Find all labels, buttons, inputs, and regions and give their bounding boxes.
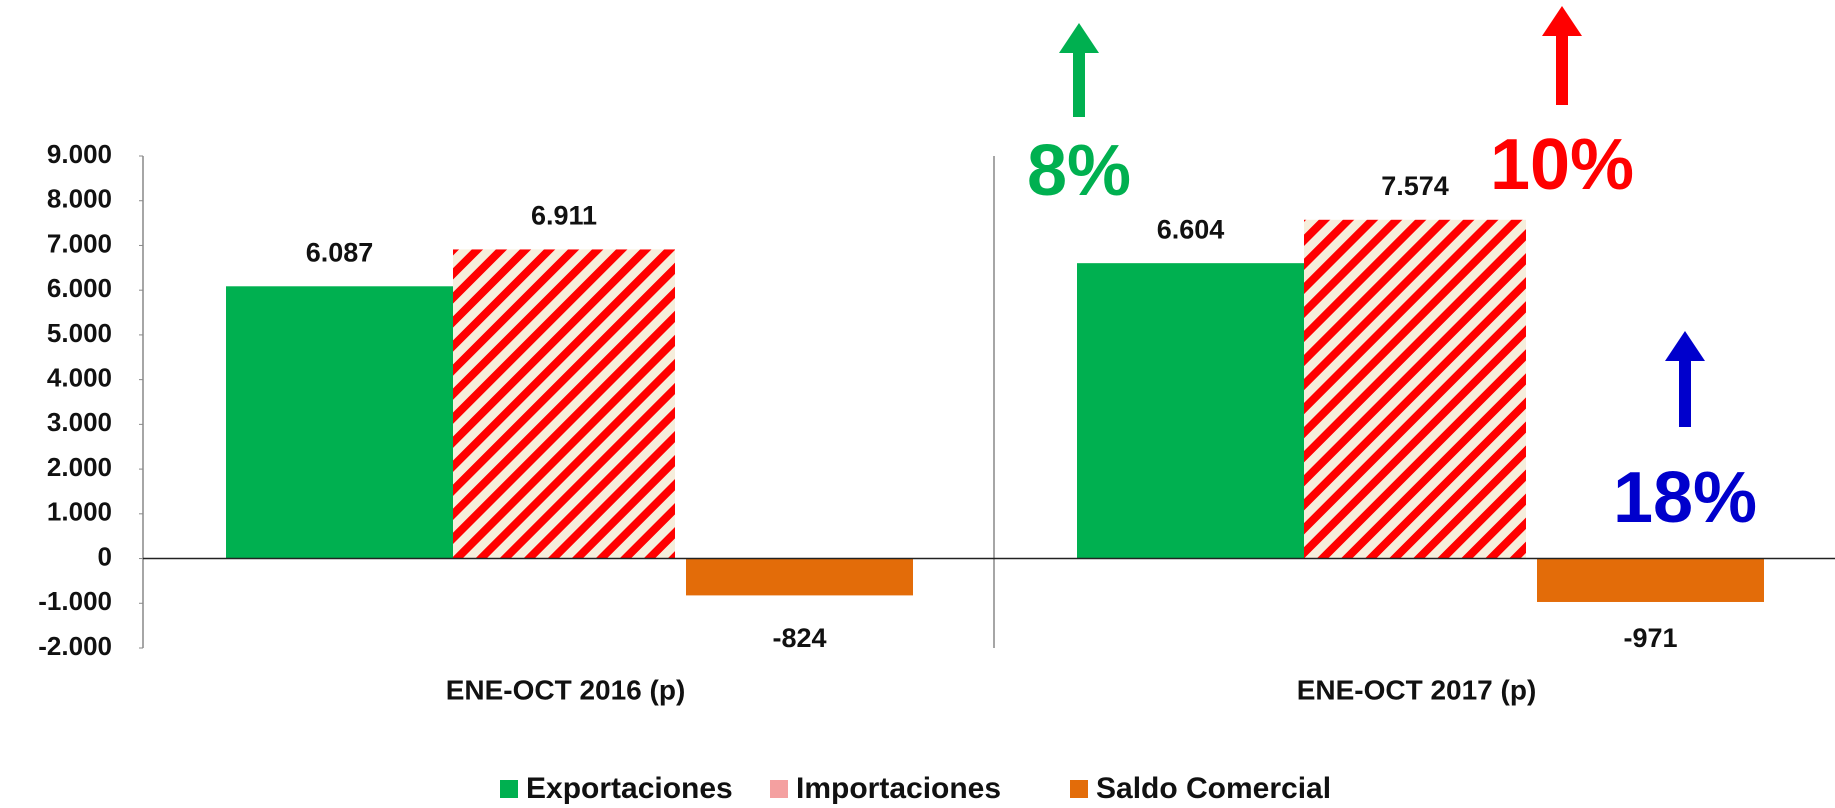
data-label: 6.911 <box>531 201 597 231</box>
legend-swatch <box>770 780 788 798</box>
legend-label: Saldo Comercial <box>1096 772 1331 805</box>
y-tick-label: 6.000 <box>47 273 112 303</box>
y-tick-label: 2.000 <box>47 452 112 482</box>
y-tick-label: 1.000 <box>47 497 112 527</box>
annotation: 18% <box>1613 458 1757 538</box>
data-label: -824 <box>772 623 826 653</box>
y-tick-label: 4.000 <box>47 363 112 393</box>
y-tick-label: -2.000 <box>38 631 112 661</box>
legend-label: Importaciones <box>796 772 1001 805</box>
bar <box>686 558 913 596</box>
y-tick-label: 8.000 <box>47 184 112 214</box>
bar <box>1537 558 1764 602</box>
data-label: 7.574 <box>1381 171 1449 201</box>
y-tick-label: 9.000 <box>47 139 112 169</box>
arrow-head <box>1059 23 1099 53</box>
arrow-shaft <box>1679 359 1691 427</box>
annotation: 10% <box>1490 125 1634 205</box>
data-label: 6.604 <box>1157 214 1225 244</box>
arrow-shaft <box>1073 51 1085 117</box>
annotation: 8% <box>1027 131 1131 211</box>
arrow-shaft <box>1556 34 1568 105</box>
legend-label: Exportaciones <box>526 772 733 805</box>
arrow-head <box>1542 6 1582 36</box>
bar <box>453 249 675 559</box>
y-tick-label: -1.000 <box>38 586 112 616</box>
arrow-head <box>1665 331 1705 361</box>
x-tick-label: ENE-OCT 2017 (p) <box>1297 674 1537 705</box>
data-label: 6.087 <box>306 237 374 267</box>
legend-swatch <box>1070 780 1088 798</box>
y-tick-label: 0 <box>98 541 112 571</box>
data-label: -971 <box>1623 623 1677 653</box>
bar <box>1077 263 1304 559</box>
y-tick-label: 7.000 <box>47 228 112 258</box>
y-tick-label: 5.000 <box>47 318 112 348</box>
bar <box>226 286 453 559</box>
x-tick-label: ENE-OCT 2016 (p) <box>446 674 686 705</box>
bar <box>1304 219 1526 559</box>
legend-swatch <box>500 780 518 798</box>
y-tick-label: 3.000 <box>47 407 112 437</box>
